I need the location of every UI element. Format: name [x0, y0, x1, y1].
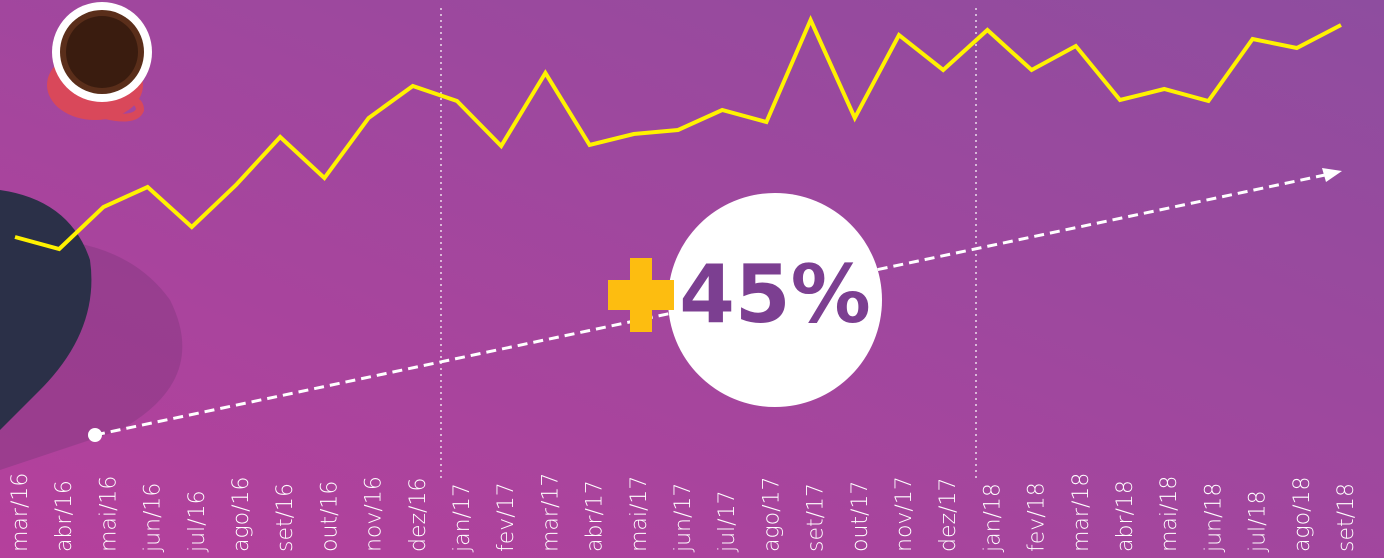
x-tick-label: ago/18 [1290, 476, 1315, 552]
x-tick-label: ago/16 [229, 476, 254, 552]
x-tick-label: jul/18 [1246, 490, 1271, 553]
x-tick-label: jan/18 [980, 483, 1005, 553]
x-tick-label: abr/18 [1113, 480, 1138, 552]
x-tick-label: mar/16 [8, 473, 33, 552]
x-tick-label: mai/17 [627, 476, 652, 552]
x-tick-label: fev/18 [1025, 482, 1050, 552]
x-tick-label: set/18 [1334, 483, 1359, 552]
x-tick-label: set/16 [273, 483, 298, 552]
x-tick-label: mai/18 [1157, 476, 1182, 552]
x-tick-label: mar/18 [1069, 473, 1094, 552]
x-tick-label: set/17 [804, 483, 829, 552]
x-tick-label: dez/17 [936, 478, 961, 552]
x-tick-label: jun/18 [1201, 483, 1226, 553]
x-tick-label: jan/17 [450, 483, 475, 553]
x-tick-label: mai/16 [96, 476, 121, 552]
x-tick-label: ago/17 [759, 476, 784, 552]
x-tick-label: nov/17 [892, 476, 917, 552]
x-tick-label: out/17 [848, 481, 873, 552]
x-tick-label: dez/16 [406, 478, 431, 552]
x-tick-label: fev/17 [494, 482, 519, 552]
x-tick-label: mar/17 [538, 473, 563, 552]
x-tick-label: abr/17 [583, 480, 608, 552]
x-tick-label: abr/16 [52, 480, 77, 552]
x-tick-label: jun/16 [141, 483, 166, 553]
growth-label: 45% [679, 248, 870, 341]
x-tick-label: nov/16 [362, 476, 387, 552]
x-tick-label: jul/16 [185, 490, 210, 553]
x-tick-label: jun/17 [671, 483, 696, 553]
x-tick-label: out/16 [317, 481, 342, 552]
x-tick-label: jul/17 [715, 490, 740, 553]
arrow-start [88, 428, 102, 442]
chart: 45% mar/16 abr/16 mai/16 jun/16 jul/16 ago/16… [0, 0, 1384, 558]
